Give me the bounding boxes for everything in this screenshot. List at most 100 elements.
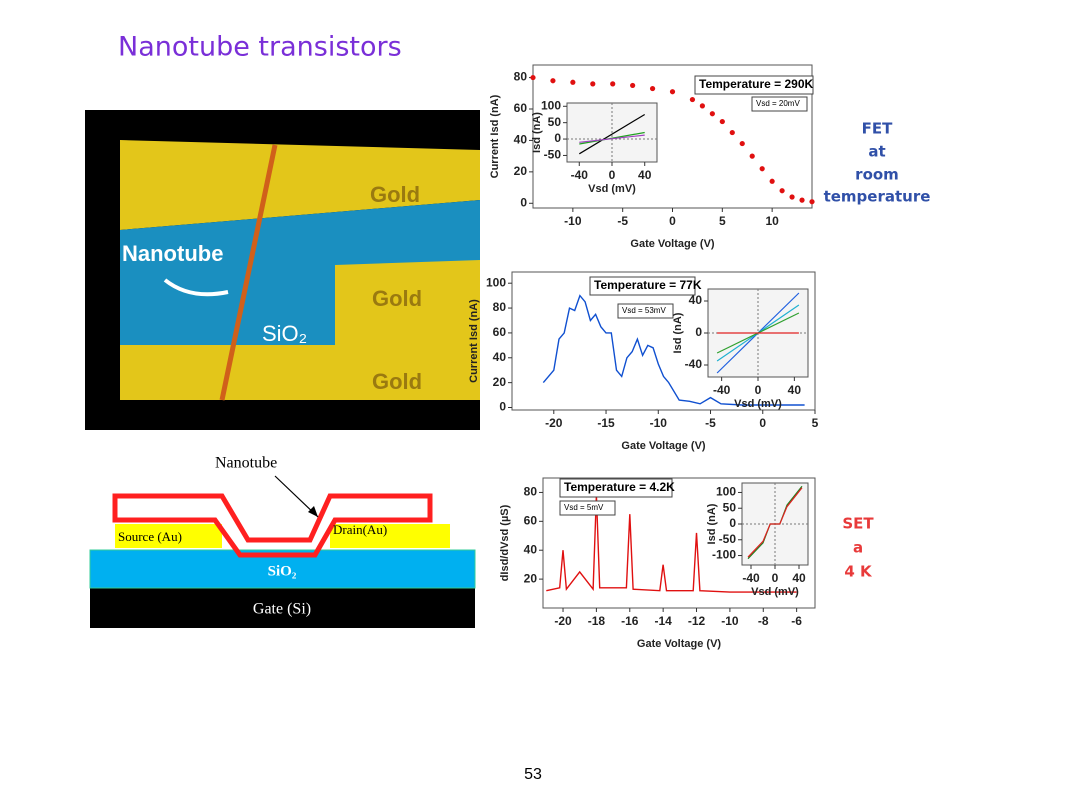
data-point — [739, 140, 745, 147]
data-line — [546, 495, 797, 593]
x-tick-label: -15 — [597, 416, 615, 430]
x-tick-label: -5 — [705, 416, 716, 430]
y-tick-label: 100 — [486, 275, 506, 289]
y-tick-label: 100 — [541, 98, 561, 112]
x-axis-label: Vsd (mV) — [734, 398, 782, 410]
y-tick-label: 40 — [524, 542, 538, 556]
x-tick-label: 10 — [765, 214, 779, 228]
x-tick-label: 0 — [609, 168, 616, 182]
diagram-label: Nanotube — [215, 455, 277, 472]
annotation: Vsd = 20mV — [756, 99, 800, 108]
photo-label: Nanotube — [122, 241, 223, 266]
y-tick-label: 80 — [524, 485, 538, 499]
data-point — [709, 111, 715, 117]
data-point — [729, 129, 735, 136]
y-tick-label: 50 — [723, 500, 737, 514]
x-tick-label: 40 — [638, 168, 652, 182]
data-point — [590, 81, 596, 87]
data-point — [789, 194, 795, 200]
y-tick-label: 60 — [514, 101, 528, 115]
data-line — [578, 113, 646, 155]
diagram-label: Gate (Si) — [253, 601, 311, 618]
data-point — [809, 199, 815, 205]
y-tick-label: 0 — [499, 400, 506, 414]
data-point — [649, 85, 656, 92]
y-tick-label: 0 — [729, 516, 736, 530]
y-tick-label: 60 — [493, 325, 507, 339]
data-point — [550, 78, 556, 84]
fet-label: FET — [862, 120, 893, 138]
photo: Gold Nanotube SiO₂ Gold Gold — [85, 110, 480, 430]
x-tick-label: 40 — [788, 383, 802, 397]
x-tick-label: -40 — [571, 168, 589, 182]
y-tick-label: 0 — [554, 131, 561, 145]
diagram-label: SiO₂ — [268, 563, 297, 579]
data-point — [799, 197, 805, 203]
data-line — [579, 134, 645, 143]
y-tick-label: 40 — [514, 133, 528, 147]
annotation-box — [617, 303, 674, 319]
y-tick-label: 40 — [493, 350, 507, 364]
x-tick-label: -20 — [554, 614, 572, 628]
data-point — [779, 188, 785, 194]
annotation: Temperature = 77K — [594, 278, 702, 292]
x-tick-label: -6 — [791, 614, 802, 628]
y-tick-label: 60 — [524, 514, 538, 528]
diagram-label: Drain(Au) — [333, 522, 387, 537]
x-tick-label: -20 — [545, 416, 563, 430]
x-tick-label: 5 — [719, 214, 726, 228]
set-label: SET — [842, 515, 874, 533]
x-axis-label: Vsd (mV) — [588, 183, 636, 195]
fet-label: temperature — [824, 188, 931, 206]
page-number: 53 — [524, 766, 542, 783]
y-tick-label: -50 — [719, 532, 737, 546]
photo-label: Gold — [372, 369, 422, 394]
diagram-label: Source (Au) — [118, 529, 182, 544]
annotation-box — [751, 96, 808, 112]
x-tick-label: 0 — [755, 383, 762, 397]
y-axis-label: Isd (nA) — [672, 312, 684, 353]
x-tick-label: 0 — [772, 571, 779, 585]
slide-title: Nanotube transistors — [118, 32, 402, 63]
y-tick-label: 20 — [514, 164, 528, 178]
y-tick-label: 0 — [520, 195, 527, 209]
x-tick-label: -8 — [758, 614, 769, 628]
data-point — [749, 153, 755, 159]
set-label: a — [853, 539, 863, 557]
data-point — [769, 178, 775, 184]
y-axis-label: Isd (nA) — [706, 503, 718, 544]
y-tick-label: 0 — [695, 325, 702, 339]
x-axis-label: Gate Voltage (V) — [621, 440, 705, 452]
annotation-box — [559, 478, 673, 498]
y-axis-label: Current Isd (nA) — [468, 299, 480, 383]
photo-label: Gold — [370, 182, 420, 207]
data-point — [689, 96, 696, 103]
data-line — [747, 487, 803, 558]
x-tick-label: -12 — [688, 614, 706, 628]
y-tick-label: 20 — [524, 571, 538, 585]
data-point — [530, 74, 536, 81]
fet-label: room — [855, 166, 899, 184]
photo-label: Gold — [372, 286, 422, 311]
y-tick-label: 20 — [493, 375, 507, 389]
data-point — [719, 118, 725, 125]
x-tick-label: -10 — [564, 214, 582, 228]
y-axis-label: Isd (nA) — [531, 112, 543, 153]
data-point — [699, 103, 705, 109]
annotation: Temperature = 290K — [699, 77, 813, 91]
annotation: Temperature = 4.2K — [564, 480, 675, 494]
y-tick-label: 80 — [514, 70, 528, 84]
data-point — [759, 166, 765, 172]
fet-label: at — [868, 143, 885, 161]
y-axis-label: dIsd/dVsd (µS) — [499, 504, 511, 581]
set-label: 4 K — [844, 563, 873, 581]
x-tick-label: 0 — [759, 416, 766, 430]
y-tick-label: 80 — [493, 300, 507, 314]
y-tick-label: 100 — [716, 485, 736, 499]
data-line — [542, 294, 805, 406]
photo-label: SiO₂ — [262, 321, 307, 346]
y-tick-label: 40 — [689, 293, 703, 307]
y-axis-label: Current Isd (nA) — [489, 94, 501, 178]
data-point — [610, 81, 616, 87]
x-tick-label: -5 — [617, 214, 628, 228]
